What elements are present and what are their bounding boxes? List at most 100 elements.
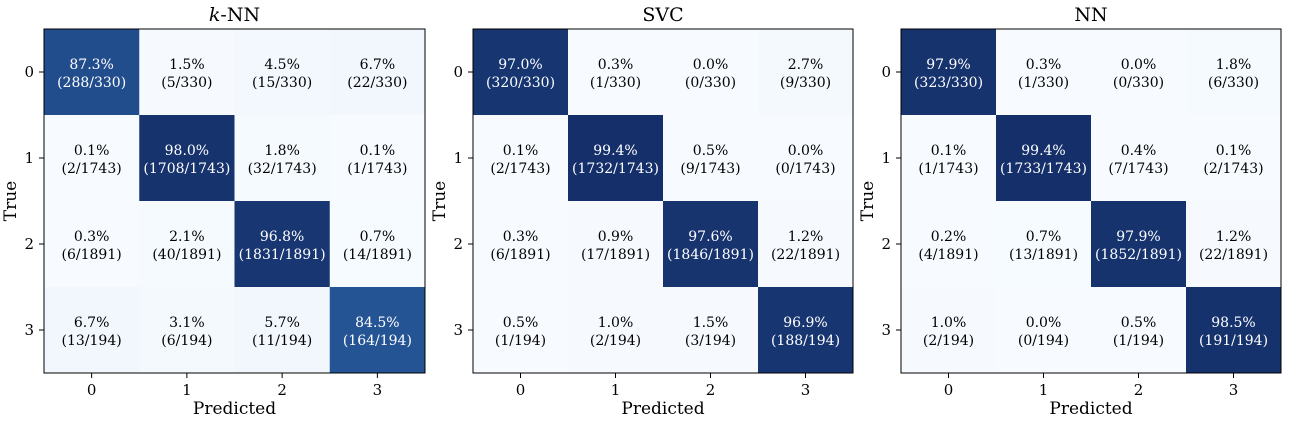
- cell-count-label: (1/1743): [347, 161, 407, 177]
- cell-count-label: (14/1891): [343, 247, 412, 263]
- cell-count-label: (4/1891): [918, 247, 978, 263]
- y-tick-label: 3: [881, 321, 891, 339]
- cell-count-label: (0/330): [685, 75, 736, 91]
- cell-count-label: (1852/1891): [1095, 247, 1182, 263]
- heatmap-cell: [234, 115, 331, 202]
- heatmap-cell: [901, 201, 997, 288]
- plot-frame: [472, 28, 854, 374]
- heatmap-cell: [996, 115, 1092, 202]
- cell-percent-label: 97.9%: [926, 57, 970, 73]
- cell-count-label: (320/330): [486, 75, 555, 91]
- heatmap-cell: [758, 29, 854, 116]
- cell-count-label: (2/1743): [490, 161, 550, 177]
- cell-percent-label: 0.5%: [693, 143, 729, 159]
- cell-percent-label: 6.7%: [360, 57, 396, 73]
- x-tick-label: 1: [611, 381, 621, 399]
- heatmap-cell: [139, 287, 235, 374]
- cell-percent-label: 5.7%: [264, 315, 300, 331]
- y-tick-label: 1: [881, 149, 891, 167]
- cell-count-label: (0/330): [1113, 75, 1164, 91]
- cell-count-label: (5/330): [161, 75, 212, 91]
- x-tick-label: 1: [1039, 381, 1049, 399]
- heatmap-cell: [139, 201, 235, 288]
- cell-percent-label: 1.5%: [693, 315, 729, 331]
- heatmap-cell: [1091, 287, 1187, 374]
- heatmap-cell: [473, 287, 569, 374]
- cell-percent-label: 97.6%: [688, 229, 732, 245]
- x-tick-label: 1: [182, 381, 192, 399]
- cell-count-label: (9/1743): [680, 161, 740, 177]
- cell-percent-label: 0.1%: [1216, 143, 1252, 159]
- cell-count-label: (1846/1891): [667, 247, 754, 263]
- heatmap-cell: [329, 115, 426, 202]
- y-axis-label: True: [430, 181, 450, 221]
- y-tick-label: 0: [453, 63, 463, 81]
- heatmap-cell: [663, 201, 759, 288]
- heatmap-cell: [996, 287, 1092, 374]
- cell-count-label: (6/330): [1208, 75, 1259, 91]
- cell-count-label: (1/194): [495, 333, 546, 349]
- heatmap-cell: [663, 115, 759, 202]
- cell-count-label: (1/194): [1113, 333, 1164, 349]
- cell-percent-label: 0.7%: [360, 229, 396, 245]
- cell-percent-label: 0.0%: [1121, 57, 1157, 73]
- cell-count-label: (7/1743): [1108, 161, 1168, 177]
- cell-percent-label: 0.5%: [503, 315, 539, 331]
- cell-percent-label: 0.3%: [74, 229, 110, 245]
- heatmap-cell: [1091, 201, 1187, 288]
- cell-count-label: (2/194): [923, 333, 974, 349]
- heatmap-cell: [44, 287, 140, 374]
- heatmap-cell: [996, 29, 1092, 116]
- heatmap-cell: [139, 29, 235, 116]
- cell-count-label: (1/330): [590, 75, 641, 91]
- cell-percent-label: 0.4%: [1121, 143, 1157, 159]
- heatmap-cell: [473, 115, 569, 202]
- heatmap-cell: [473, 201, 569, 288]
- heatmap-cell: [1091, 115, 1187, 202]
- cell-percent-label: 1.0%: [931, 315, 967, 331]
- cell-count-label: (288/330): [57, 75, 126, 91]
- confusion-matrix-panel: 97.0% (320/330) 0.3% (1/330) 0.0% (0/330) 2.7%…: [430, 4, 854, 419]
- cell-count-label: (6/1891): [490, 247, 550, 263]
- cell-percent-label: 96.9%: [783, 315, 827, 331]
- x-tick-label: 0: [87, 381, 97, 399]
- cell-count-label: (323/330): [914, 75, 983, 91]
- heatmap-cell: [234, 287, 331, 374]
- y-tick-label: 1: [453, 149, 463, 167]
- heatmap-cell: [234, 29, 331, 116]
- x-tick-label: 2: [1134, 381, 1144, 399]
- x-tick-label: 3: [1229, 381, 1239, 399]
- cell-count-label: (0/194): [1018, 333, 1069, 349]
- plot-frame: [900, 28, 1282, 374]
- cell-count-label: (2/1743): [62, 161, 122, 177]
- heatmap-cell: [1186, 287, 1282, 374]
- cell-percent-label: 87.3%: [69, 57, 113, 73]
- heatmap-cell: [663, 287, 759, 374]
- cell-percent-label: 97.9%: [1116, 229, 1160, 245]
- heatmap-cell: [234, 201, 331, 288]
- chart-title: SVC: [642, 4, 683, 26]
- y-axis-label: True: [858, 181, 878, 221]
- cell-percent-label: 97.0%: [498, 57, 542, 73]
- chart-title: k-NN: [209, 4, 260, 26]
- y-tick-label: 3: [453, 321, 463, 339]
- cell-count-label: (13/1891): [1009, 247, 1078, 263]
- cell-count-label: (1/1743): [918, 161, 978, 177]
- heatmap-cell: [329, 201, 426, 288]
- cell-percent-label: 1.5%: [169, 57, 205, 73]
- cell-percent-label: 0.9%: [598, 229, 634, 245]
- heatmap-cell: [901, 115, 997, 202]
- heatmap-cell: [663, 29, 759, 116]
- heatmap-cell: [1186, 201, 1282, 288]
- confusion-matrix-panel: 87.3% (288/330) 1.5% (5/330) 4.5% (15/330) 6.7…: [1, 4, 426, 419]
- cell-count-label: (11/194): [252, 333, 312, 349]
- cell-percent-label: 3.1%: [169, 315, 205, 331]
- cell-percent-label: 0.3%: [598, 57, 634, 73]
- cell-count-label: (40/1891): [152, 247, 221, 263]
- cell-percent-label: 0.1%: [503, 143, 539, 159]
- cell-percent-label: 99.4%: [1021, 143, 1065, 159]
- heatmap-cell: [1186, 115, 1282, 202]
- x-tick-label: 0: [944, 381, 954, 399]
- chart-title: NN: [1074, 4, 1107, 26]
- cell-count-label: (188/194): [771, 333, 840, 349]
